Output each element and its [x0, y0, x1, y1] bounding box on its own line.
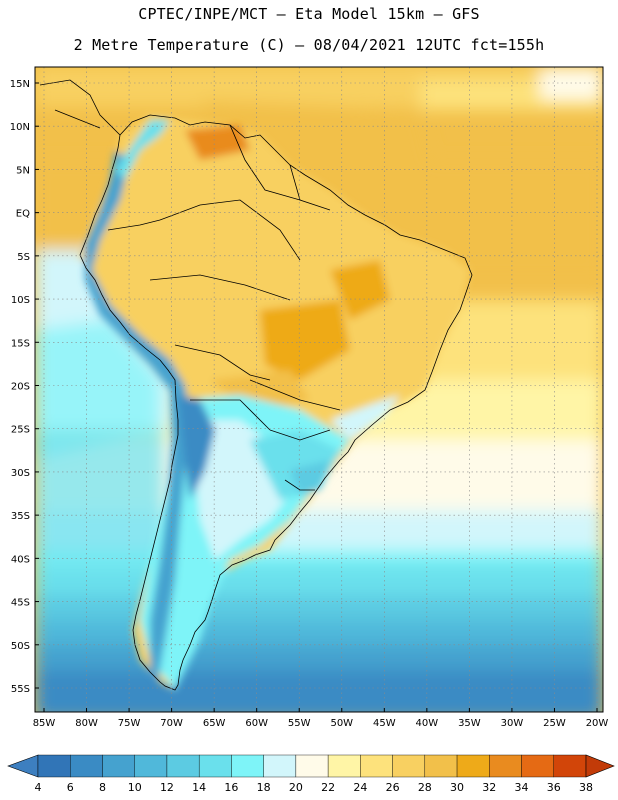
latitude-labels: 15N 10N 5N EQ 5S 10S 15S 20S 25S 30S 35S 40S 45S 50S 5…	[10, 79, 30, 695]
lon-label-75w: 75W	[118, 718, 141, 729]
temperature-field	[35, 67, 603, 712]
colorbar-label-10: 10	[128, 781, 142, 794]
colorbar	[7, 754, 615, 778]
colorbar-swatch	[102, 754, 135, 778]
lat-label-eq: EQ	[16, 209, 30, 220]
colorbar-label-32: 32	[482, 781, 496, 794]
lon-label-60w: 60W	[245, 718, 268, 729]
lon-label-85w: 85W	[33, 718, 56, 729]
colorbar-swatch	[521, 754, 554, 778]
colorbar-swatch	[327, 754, 361, 778]
chart-title-line-1: CPTEC/INPE/MCT – Eta Model 15km – GFS	[138, 5, 480, 23]
colorbar-low-arrow	[7, 754, 39, 778]
colorbar-label-20: 20	[289, 781, 303, 794]
colorbar-swatch	[295, 754, 329, 778]
colorbar-label-34: 34	[515, 781, 529, 794]
colorbar-label-4: 4	[35, 781, 42, 794]
lat-label-15s: 15S	[11, 338, 30, 349]
colorbar-swatch	[198, 754, 232, 778]
colorbar-label-8: 8	[99, 781, 106, 794]
lon-label-80w: 80W	[75, 718, 98, 729]
colorbar-labels: 4 6 8 10 12 14 16 18 20 22 24 26 28 30 32 34 36 38	[35, 781, 594, 794]
colorbar-label-36: 36	[547, 781, 561, 794]
colorbar-label-30: 30	[450, 781, 464, 794]
lon-label-65w: 65W	[203, 718, 226, 729]
colorbar-swatch	[166, 754, 200, 778]
lat-label-5s: 5S	[17, 252, 30, 263]
colorbar-label-24: 24	[353, 781, 367, 794]
lat-label-15n: 15N	[10, 79, 30, 90]
colorbar-swatch	[553, 754, 587, 778]
colorbar-swatch	[456, 754, 490, 778]
lat-label-10n: 10N	[10, 122, 30, 133]
lat-label-35s: 35S	[11, 511, 30, 522]
colorbar-label-18: 18	[257, 781, 271, 794]
lat-label-50s: 50S	[11, 641, 30, 652]
lat-label-25s: 25S	[11, 425, 30, 436]
colorbar-high-arrow	[585, 754, 615, 778]
colorbar-swatch	[231, 754, 264, 778]
map-gridlines	[35, 67, 603, 712]
colorbar-swatch	[392, 754, 426, 778]
lat-label-30s: 30S	[11, 468, 30, 479]
lat-label-40s: 40S	[11, 554, 30, 565]
colorbar-swatch	[263, 754, 297, 778]
lon-label-40w: 40W	[416, 718, 439, 729]
map-frame	[34, 66, 604, 713]
lon-label-45w: 45W	[373, 718, 396, 729]
coastlines	[39, 79, 473, 691]
lon-label-70w: 70W	[160, 718, 183, 729]
colorbar-label-26: 26	[386, 781, 400, 794]
colorbar-label-12: 12	[160, 781, 174, 794]
longitude-labels: 85W 80W 75W 70W 65W 60W 55W 50W 45W 40W 35W 30W 25W 2…	[33, 718, 609, 729]
lat-label-5n: 5N	[16, 165, 30, 176]
lon-label-30w: 30W	[501, 718, 524, 729]
lon-label-35w: 35W	[458, 718, 481, 729]
colorbar-label-6: 6	[67, 781, 74, 794]
chart-title-line-2: 2 Metre Temperature (C) – 08/04/2021 12U…	[73, 36, 545, 54]
colorbar-label-14: 14	[192, 781, 206, 794]
lon-label-20w: 20W	[586, 718, 609, 729]
colorbar-label-16: 16	[224, 781, 238, 794]
colorbar-swatch	[134, 754, 168, 778]
colorbar-swatch	[37, 754, 71, 778]
lat-label-45s: 45S	[11, 598, 30, 609]
lon-label-25w: 25W	[543, 718, 566, 729]
lon-label-50w: 50W	[330, 718, 353, 729]
colorbar-swatch	[360, 754, 393, 778]
lat-label-20s: 20S	[11, 382, 30, 393]
lat-label-10s: 10S	[11, 295, 30, 306]
colorbar-label-38: 38	[579, 781, 593, 794]
colorbar-swatch	[70, 754, 103, 778]
colorbar-swatch	[424, 754, 458, 778]
colorbar-label-28: 28	[418, 781, 432, 794]
colorbar-label-22: 22	[321, 781, 335, 794]
colorbar-swatch	[489, 754, 522, 778]
lon-label-55w: 55W	[288, 718, 311, 729]
lat-label-55s: 55S	[11, 684, 30, 695]
